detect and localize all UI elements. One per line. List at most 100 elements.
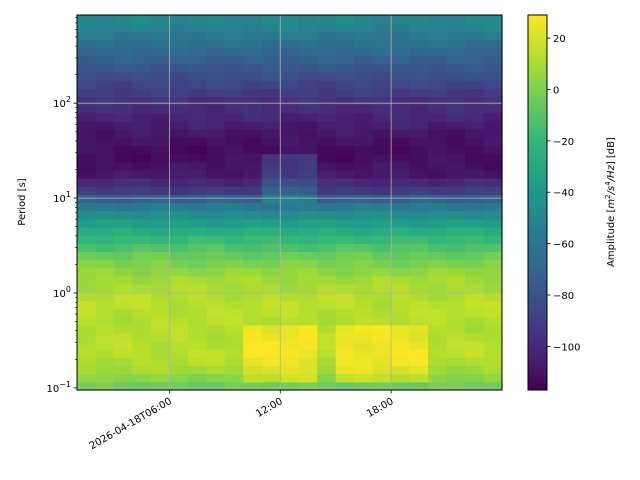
colorbar-segment [528, 243, 547, 247]
heatmap-cell [428, 112, 448, 122]
heatmap-cell [95, 161, 115, 171]
heatmap-cell [132, 332, 152, 342]
heatmap-cell [132, 137, 152, 147]
colorbar-segment [528, 58, 547, 63]
heatmap-cell [95, 365, 115, 375]
colorbar-segment [528, 40, 547, 44]
heatmap-cell [372, 251, 392, 261]
heatmap-cell [206, 202, 226, 212]
heatmap-cell [224, 96, 244, 106]
heatmap-cell [354, 47, 374, 57]
heatmap-cell [428, 292, 448, 301]
heatmap-cell [206, 259, 226, 269]
heatmap-cell [187, 357, 207, 367]
heatmap-cell [206, 47, 226, 57]
heatmap-cell [132, 308, 152, 318]
heatmap-cell [317, 39, 337, 49]
heatmap-cell [95, 373, 115, 383]
heatmap-cell [243, 23, 263, 32]
heatmap-cell [206, 96, 226, 106]
heatmap-cell [150, 308, 170, 318]
colorbar-tick-label: 0 [553, 85, 559, 96]
heatmap-cell [77, 243, 97, 253]
colorbar-segment [528, 236, 547, 241]
colorbar-segment [528, 221, 547, 225]
heatmap-cell [113, 267, 134, 277]
heatmap-cell [132, 284, 152, 293]
heatmap-cell [206, 275, 226, 285]
heatmap-cell [335, 88, 355, 98]
heatmap-cell [317, 365, 337, 375]
heatmap-cell [150, 332, 170, 342]
heatmap-cell [409, 202, 429, 212]
heatmap-cell [391, 218, 411, 228]
heatmap-cell [446, 267, 466, 277]
colorbar-segment [528, 33, 547, 38]
heatmap-cell [132, 235, 152, 244]
heatmap-cell [446, 226, 466, 236]
heatmap-cell [224, 300, 244, 310]
heatmap-cell [206, 72, 226, 81]
heatmap-cell [243, 63, 263, 73]
heatmap-cell [446, 63, 466, 73]
heatmap-cell [354, 373, 374, 383]
heatmap-cell [77, 300, 97, 310]
heatmap-cell [483, 161, 503, 171]
heatmap-cell [261, 31, 281, 41]
heatmap-cell [150, 251, 170, 261]
heatmap-cell [298, 129, 318, 138]
heatmap-cell [243, 267, 263, 277]
heatmap-cell [95, 88, 115, 98]
heatmap-cell [224, 357, 244, 367]
heatmap-cell [335, 251, 355, 261]
heatmap-cell [298, 161, 318, 171]
colorbar-segment [528, 18, 547, 22]
heatmap-cell [465, 332, 485, 342]
heatmap-cell [483, 23, 503, 32]
heatmap-cell [446, 259, 466, 269]
heatmap-cell [169, 178, 189, 187]
heatmap-cell [483, 349, 503, 358]
heatmap-cell [169, 153, 189, 163]
heatmap-cell [187, 96, 207, 106]
heatmap-cell [169, 308, 189, 318]
heatmap-cell [317, 373, 337, 383]
heatmap-cell [77, 137, 97, 147]
heatmap-cell [169, 300, 189, 310]
heatmap-cell [298, 324, 318, 334]
heatmap-cell [206, 169, 226, 179]
heatmap-cell [113, 129, 134, 138]
heatmap-cell [354, 267, 374, 277]
heatmap-cell [465, 357, 485, 367]
heatmap-cell [298, 169, 318, 179]
heatmap-cell [409, 145, 429, 155]
heatmap-cell [187, 267, 207, 277]
heatmap-cell [77, 72, 97, 81]
heatmap-cell [150, 349, 170, 358]
heatmap-cell [372, 210, 392, 220]
heatmap-cell [280, 88, 300, 98]
colorbar-segment [528, 255, 547, 260]
colorbar-segment [528, 140, 547, 144]
colorbar-segment [528, 249, 547, 254]
heatmap-cell [428, 284, 448, 293]
colorbar-tick-label: −40 [553, 188, 574, 199]
heatmap-cell [409, 120, 429, 130]
heatmap-cell [187, 31, 207, 41]
heatmap-cell [224, 332, 244, 342]
heatmap-cell [446, 178, 466, 187]
heatmap-cell [77, 316, 97, 326]
heatmap-cell [409, 251, 429, 261]
colorbar-segment [528, 124, 547, 129]
heatmap-cell [391, 226, 411, 236]
heatmap-cell [113, 381, 134, 391]
heatmap-cell [261, 349, 281, 358]
heatmap-cell [113, 63, 134, 73]
colorbar-segment [528, 190, 547, 194]
heatmap-cell [113, 72, 134, 81]
heatmap-cell [132, 55, 152, 65]
heatmap-cell [243, 120, 263, 130]
heatmap-cell [446, 153, 466, 163]
heatmap-cell [113, 55, 134, 65]
heatmap-cell [206, 316, 226, 326]
